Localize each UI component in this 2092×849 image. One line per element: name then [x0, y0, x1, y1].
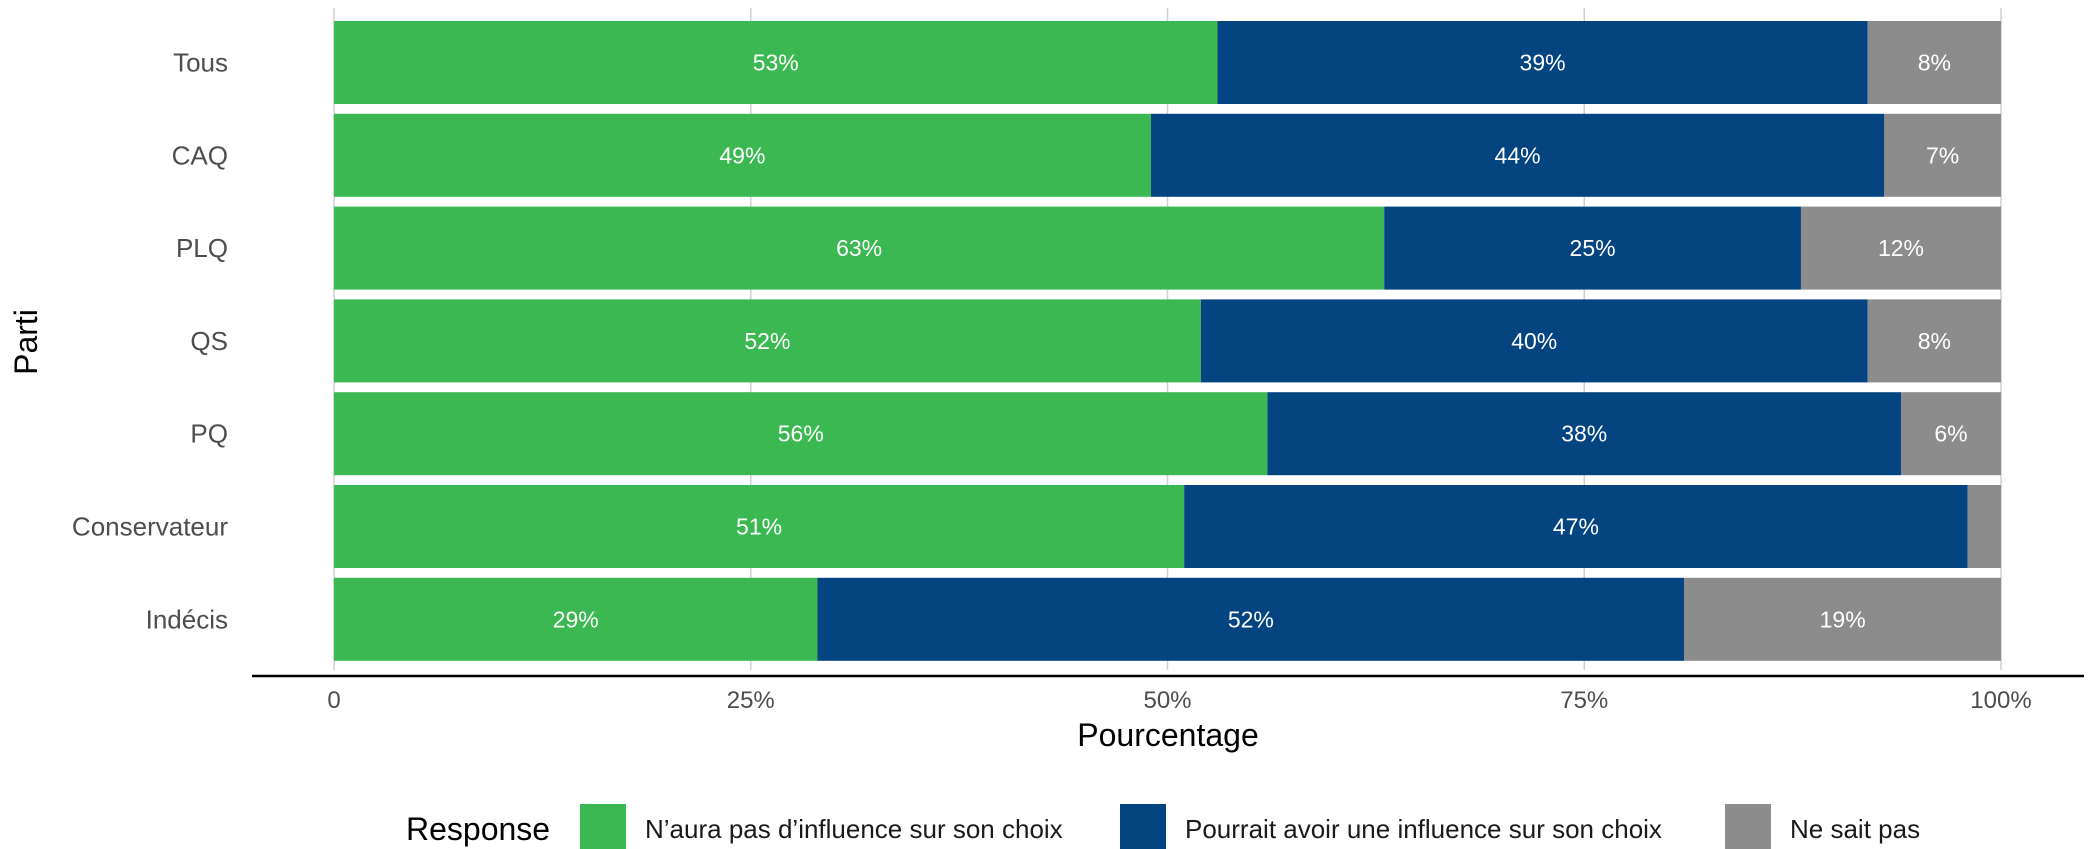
bar-label-2-2: 12%: [1878, 235, 1924, 261]
category-label-3: QS: [190, 326, 228, 356]
legend-label-2: Ne sait pas: [1790, 814, 1920, 844]
legend-label-1: Pourrait avoir une influence sur son cho…: [1185, 814, 1662, 844]
bar-label-2-0: 63%: [836, 235, 882, 261]
bar-label-0-1: 39%: [1520, 50, 1566, 76]
category-label-4: PQ: [190, 419, 228, 449]
bar-label-4-1: 38%: [1561, 421, 1607, 447]
legend-title: Response: [406, 811, 550, 847]
legend-key-1: [1120, 804, 1166, 849]
bar-0-2: [1867, 21, 2001, 104]
bar-label-3-0: 52%: [744, 328, 790, 354]
bar-2-1: [1384, 206, 1801, 290]
bar-3-1: [1200, 299, 1868, 383]
x-tick-label-1: 25%: [727, 687, 775, 714]
bar-4-0: [334, 392, 1268, 476]
x-tick-labels: 0 25% 50% 75% 100%: [327, 687, 2031, 714]
bar-3-0: [334, 299, 1201, 383]
bar-label-1-1: 44%: [1495, 142, 1541, 168]
bar-label-5-1: 47%: [1553, 514, 1599, 540]
legend-label-0: N’aura pas d’influence sur son choix: [645, 814, 1063, 844]
bar-label-1-0: 49%: [719, 142, 765, 168]
bar-4-2: [1900, 392, 2001, 476]
bar-1-1: [1150, 113, 1885, 197]
bar-label-4-0: 56%: [778, 421, 824, 447]
bar-label-6-0: 29%: [553, 606, 599, 632]
bar-label-6-1: 52%: [1228, 606, 1274, 632]
bar-2-0: [334, 206, 1385, 290]
bar-label-6-2: 19%: [1820, 606, 1866, 632]
bar-label-1-2: 7%: [1926, 142, 1959, 168]
category-label-2: PLQ: [176, 233, 228, 263]
category-label-1: CAQ: [172, 140, 228, 170]
bar-label-5-0: 51%: [736, 514, 782, 540]
bars: 53% 39% 8% 49% 44% 7% 63% 25% 12% 52% 40% 8% 56% 38% 6…: [334, 21, 2001, 661]
bar-1-2: [1884, 113, 2001, 197]
bar-label-3-1: 40%: [1511, 328, 1557, 354]
bar-label-0-2: 8%: [1918, 50, 1951, 76]
bar-1-0: [334, 113, 1151, 197]
x-tick-label-4: 100%: [1970, 687, 2031, 714]
bar-label-0-0: 53%: [753, 50, 799, 76]
bar-6-1: [817, 577, 1685, 661]
bar-3-2: [1867, 299, 2001, 383]
category-label-0: Tous: [173, 48, 228, 78]
category-labels: Tous CAQ PLQ QS PQ Conservateur Indécis: [72, 48, 228, 635]
category-label-6: Indécis: [146, 604, 228, 634]
x-tick-label-0: 0: [327, 687, 340, 714]
bar-label-2-1: 25%: [1570, 235, 1616, 261]
bar-5-0: [334, 485, 1185, 568]
y-axis-title: Parti: [8, 309, 44, 375]
x-tick-label-3: 75%: [1560, 687, 1608, 714]
bar-5-1: [1184, 485, 1968, 568]
bar-5-2: [1967, 485, 2001, 568]
x-tick-label-2: 50%: [1143, 687, 1191, 714]
legend-key-2: [1725, 804, 1771, 849]
bar-6-0: [334, 577, 818, 661]
bar-0-0: [334, 21, 1218, 104]
bar-label-4-2: 6%: [1934, 421, 1967, 447]
x-axis-title: Pourcentage: [1077, 717, 1258, 753]
legend-key-0: [580, 804, 626, 849]
bar-4-1: [1267, 392, 1901, 476]
bar-label-3-2: 8%: [1918, 328, 1951, 354]
legend: Response N’aura pas d’influence sur son …: [406, 804, 1920, 849]
bar-2-2: [1800, 206, 2001, 290]
bar-0-1: [1217, 21, 1868, 104]
bar-6-2: [1684, 577, 2001, 661]
category-label-5: Conservateur: [72, 512, 228, 542]
